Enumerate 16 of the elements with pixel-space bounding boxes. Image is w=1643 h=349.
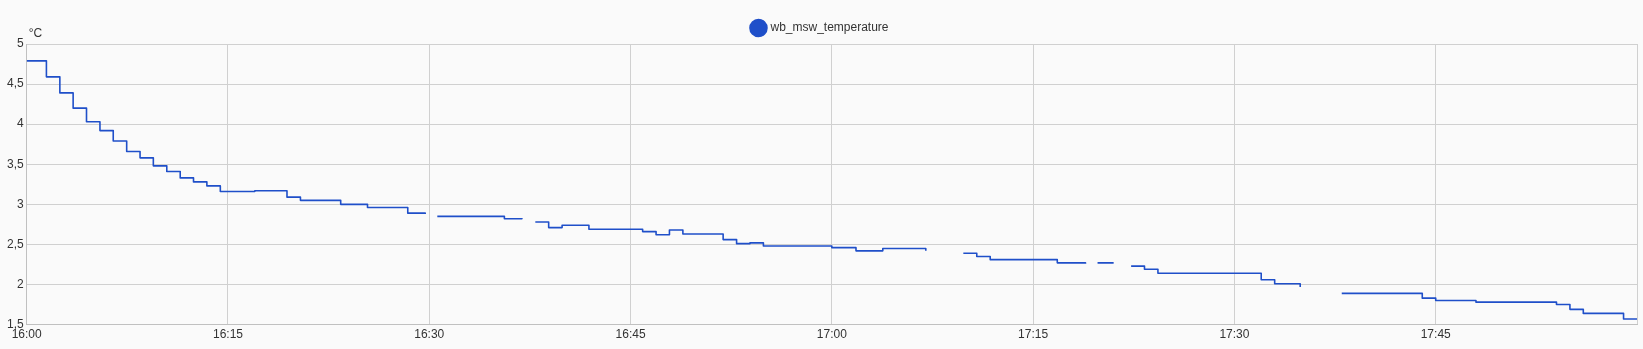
legend-label: wb_msw_temperature [769, 20, 889, 35]
x-tick-label: 17:00 [816, 327, 848, 342]
y-tick-label: 4 [16, 116, 24, 131]
y-tick-label: 2 [16, 276, 24, 291]
x-tick-label: 16:30 [414, 327, 445, 342]
x-tick-label: 17:30 [1219, 327, 1250, 342]
x-tick-label: 17:15 [1018, 327, 1049, 342]
y-tick-label: 2,5 [6, 236, 24, 251]
x-tick-label: 16:15 [212, 327, 244, 342]
y-axis-title: °C [28, 26, 43, 41]
y-tick-label: 4,5 [6, 76, 24, 91]
x-tick-label: 16:45 [615, 327, 646, 342]
y-tick-label: 5 [16, 36, 24, 51]
x-tick-label: 17:45 [1420, 327, 1452, 342]
y-tick-label: 3,5 [6, 156, 24, 171]
y-tick-label: 3 [16, 196, 24, 211]
